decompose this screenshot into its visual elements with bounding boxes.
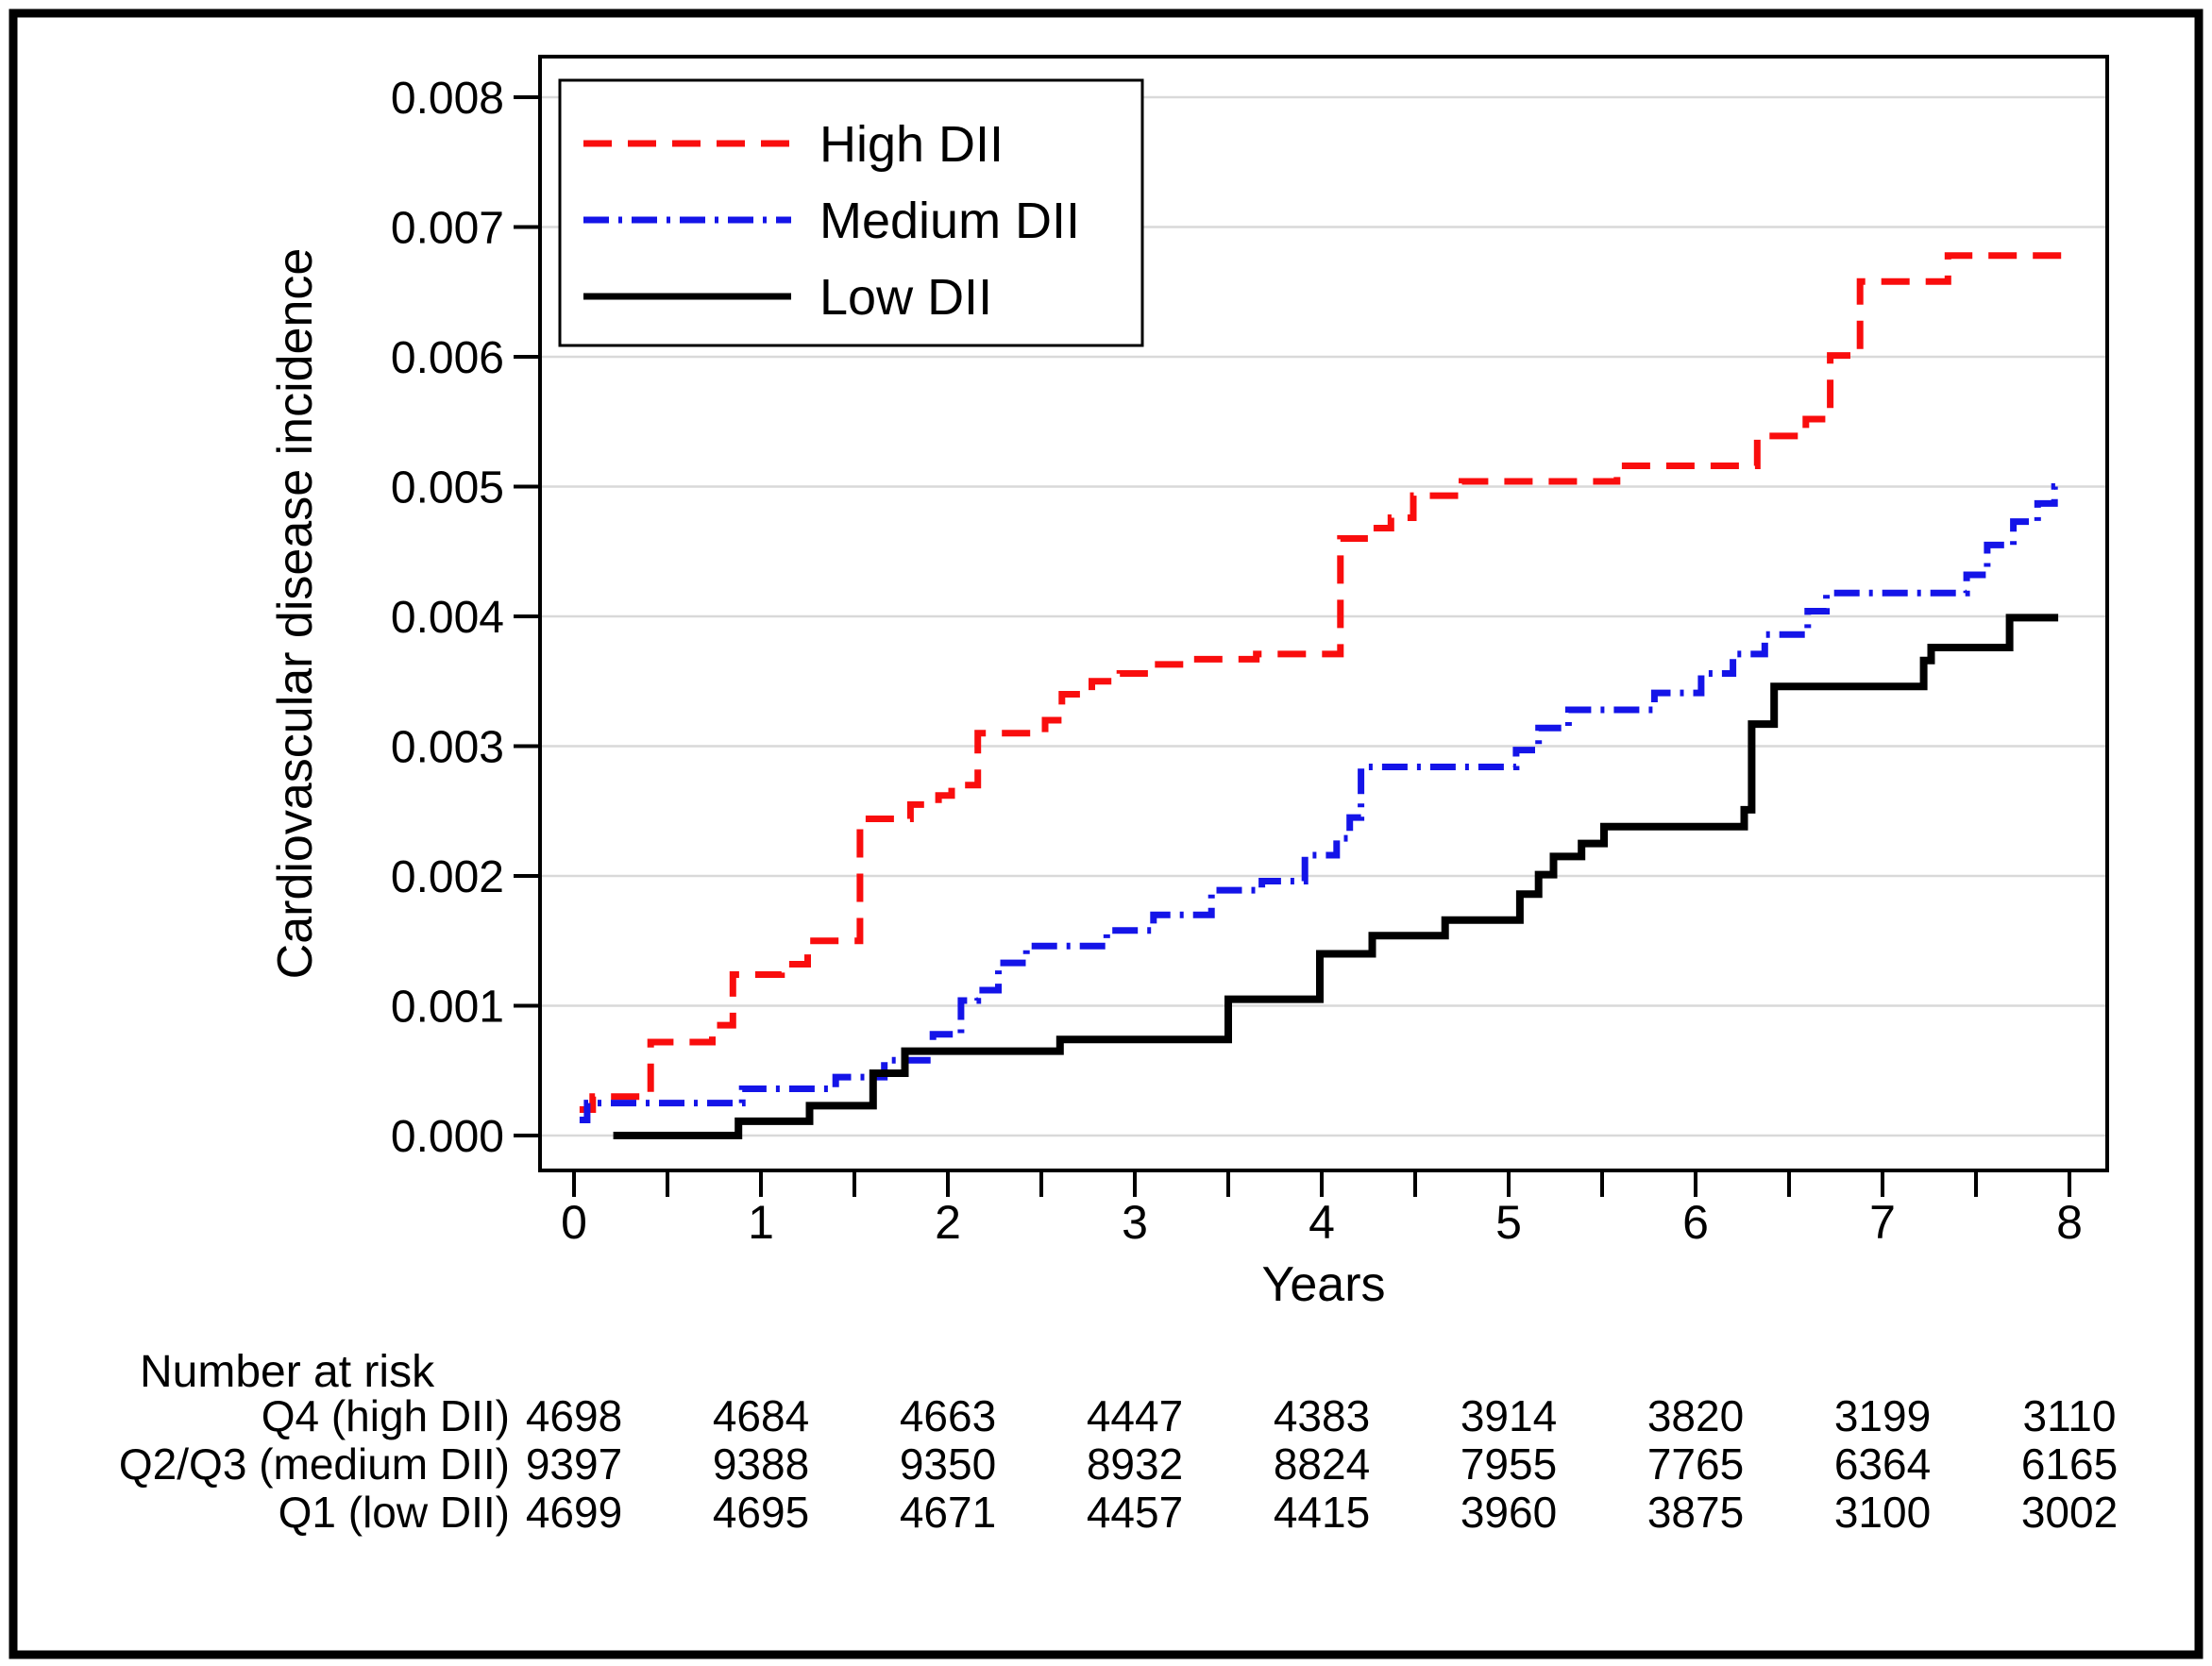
risk-row-label: Q2/Q3 (medium DII) <box>119 1439 510 1489</box>
x-tick-label: 0 <box>561 1196 587 1249</box>
risk-count: 4383 <box>1274 1391 1370 1440</box>
risk-count: 4698 <box>526 1391 622 1440</box>
x-tick-label: 2 <box>935 1196 961 1249</box>
risk-count: 3199 <box>1834 1391 1931 1440</box>
y-tick-label: 0.007 <box>391 204 504 254</box>
y-axis-title: Cardiovascular disease incidence <box>268 248 323 980</box>
series-medium-dii <box>579 483 2065 1123</box>
x-tick-label: 3 <box>1122 1196 1148 1249</box>
risk-count: 3110 <box>2023 1391 2117 1440</box>
risk-count: 4447 <box>1087 1391 1183 1440</box>
legend-box <box>558 78 1144 347</box>
risk-count: 4699 <box>526 1488 622 1537</box>
x-tick-label: 1 <box>748 1196 774 1249</box>
x-tick-label: 7 <box>1869 1196 1896 1249</box>
risk-count: 4671 <box>900 1488 996 1537</box>
risk-count: 3100 <box>1834 1488 1931 1537</box>
x-tick-label: 5 <box>1495 1196 1522 1249</box>
x-axis-title: Years <box>1261 1257 1385 1312</box>
x-tick-label: 6 <box>1682 1196 1709 1249</box>
risk-count: 7765 <box>1647 1439 1744 1489</box>
risk-count: 8932 <box>1087 1439 1183 1489</box>
risk-count: 3960 <box>1461 1488 1557 1537</box>
risk-count: 9350 <box>900 1439 996 1489</box>
series-high-dii <box>579 252 2065 1113</box>
risk-count: 3875 <box>1647 1488 1744 1537</box>
risk-row-label: Q1 (low DII) <box>279 1488 510 1537</box>
risk-count: 3820 <box>1647 1391 1744 1440</box>
y-tick-label: 0.008 <box>391 74 504 124</box>
risk-count: 3002 <box>2021 1488 2118 1537</box>
y-tick-label: 0.000 <box>391 1112 504 1162</box>
legend-label: High DII <box>819 116 1004 173</box>
legend-label: Low DII <box>819 269 992 326</box>
risk-count: 9397 <box>526 1439 622 1489</box>
y-tick-label: 0.006 <box>391 333 504 383</box>
risk-count: 9388 <box>713 1439 809 1489</box>
risk-count: 6165 <box>2021 1439 2118 1489</box>
figure-border <box>8 8 2204 1659</box>
legend-label: Medium DII <box>819 193 1080 249</box>
x-tick-label: 4 <box>1309 1196 1335 1249</box>
y-tick-label: 0.002 <box>391 852 504 902</box>
y-tick-label: 0.005 <box>391 463 504 513</box>
series-low-dii <box>613 614 2059 1139</box>
risk-count: 4457 <box>1087 1488 1183 1537</box>
risk-count: 8824 <box>1274 1439 1370 1489</box>
risk-count: 7955 <box>1461 1439 1557 1489</box>
y-tick-label: 0.001 <box>391 983 504 1033</box>
risk-count: 6364 <box>1834 1439 1931 1489</box>
risk-row-label: Q4 (high DII) <box>262 1391 510 1440</box>
y-tick-label: 0.004 <box>391 593 504 643</box>
risk-count: 4695 <box>713 1488 809 1537</box>
y-tick-label: 0.003 <box>391 723 504 773</box>
risk-count: 4684 <box>713 1391 809 1440</box>
risk-count: 3914 <box>1461 1391 1557 1440</box>
x-tick-label: 8 <box>2056 1196 2083 1249</box>
risk-table-title: Number at risk <box>140 1347 435 1397</box>
risk-count: 4415 <box>1274 1488 1370 1537</box>
risk-count: 4663 <box>900 1391 996 1440</box>
